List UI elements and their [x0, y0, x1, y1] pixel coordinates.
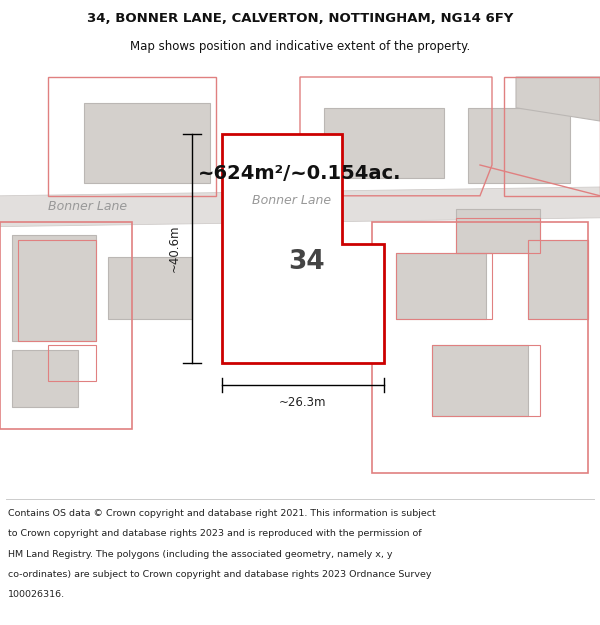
Text: Contains OS data © Crown copyright and database right 2021. This information is : Contains OS data © Crown copyright and d…	[8, 509, 436, 518]
Polygon shape	[222, 134, 384, 363]
Text: co-ordinates) are subject to Crown copyright and database rights 2023 Ordnance S: co-ordinates) are subject to Crown copyr…	[8, 570, 431, 579]
Text: to Crown copyright and database rights 2023 and is reproduced with the permissio: to Crown copyright and database rights 2…	[8, 529, 421, 539]
Text: 34, BONNER LANE, CALVERTON, NOTTINGHAM, NG14 6FY: 34, BONNER LANE, CALVERTON, NOTTINGHAM, …	[87, 12, 513, 25]
Bar	[396, 253, 486, 319]
Polygon shape	[0, 187, 600, 227]
Bar	[324, 107, 444, 178]
Bar	[12, 350, 78, 407]
Bar	[84, 103, 210, 182]
Text: Bonner Lane: Bonner Lane	[252, 194, 331, 207]
Bar	[108, 258, 192, 319]
Text: HM Land Registry. The polygons (including the associated geometry, namely x, y: HM Land Registry. The polygons (includin…	[8, 549, 392, 559]
Bar	[528, 240, 588, 319]
Text: Map shows position and indicative extent of the property.: Map shows position and indicative extent…	[130, 39, 470, 52]
Text: ~26.3m: ~26.3m	[279, 396, 327, 409]
Polygon shape	[516, 77, 600, 121]
Bar	[468, 107, 570, 182]
Bar	[12, 236, 96, 341]
Text: ~624m²/~0.154ac.: ~624m²/~0.154ac.	[198, 164, 402, 183]
Text: 34: 34	[287, 249, 325, 275]
Text: Bonner Lane: Bonner Lane	[48, 200, 127, 213]
Bar	[528, 240, 588, 319]
Bar	[432, 346, 528, 416]
Text: 100026316.: 100026316.	[8, 590, 65, 599]
Bar	[456, 209, 540, 253]
Text: ~40.6m: ~40.6m	[167, 225, 181, 272]
